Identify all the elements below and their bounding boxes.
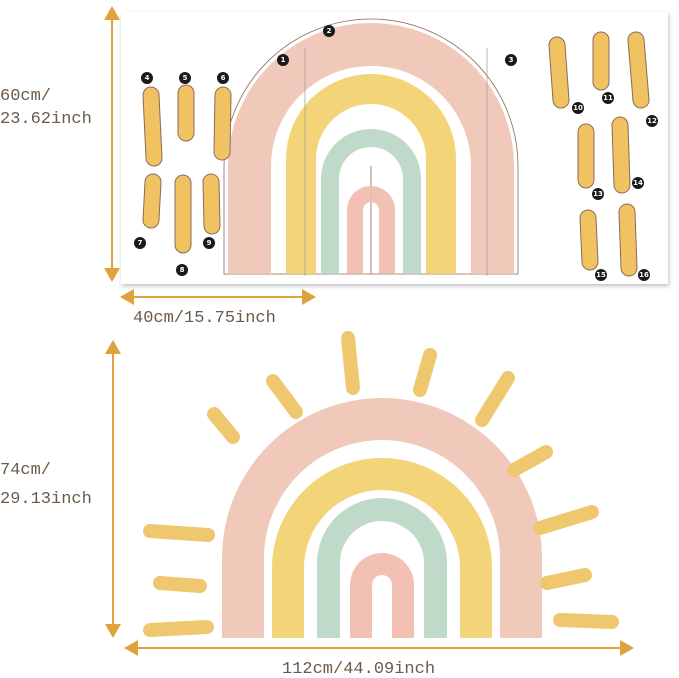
- number-badge: [646, 115, 658, 127]
- strip: [628, 32, 649, 108]
- sun-ray: [553, 613, 619, 629]
- sun-ray: [143, 524, 215, 542]
- number-badge: [203, 237, 215, 249]
- piece-number: 8: [180, 266, 185, 274]
- rainbow-band: [222, 398, 542, 638]
- number-badge: [323, 25, 335, 37]
- strip: [214, 87, 231, 160]
- rainbow-band: [317, 498, 447, 638]
- number-badge: [595, 269, 607, 281]
- number-badge: [179, 72, 191, 84]
- height-label: 29.13inch: [0, 490, 92, 509]
- height-label: 60cm/: [0, 87, 51, 106]
- piece-number: 10: [573, 104, 583, 112]
- strip: [203, 174, 220, 234]
- rainbow-decal: [223, 18, 519, 275]
- sun-ray: [266, 374, 303, 419]
- piece-number: 4: [145, 74, 150, 82]
- piece-number: 16: [639, 271, 649, 279]
- rainbow-band: [228, 23, 514, 274]
- sun-ray: [143, 620, 214, 637]
- piece-number: 13: [593, 190, 603, 198]
- piece-number: 7: [138, 239, 143, 247]
- rainbow-band: [286, 74, 456, 274]
- number-badge: [632, 177, 644, 189]
- number-badge: [277, 54, 289, 66]
- rainbow-band: [272, 458, 492, 638]
- sun-rays: [143, 331, 619, 637]
- sun-ray: [475, 371, 515, 427]
- piece-number: 14: [633, 179, 643, 187]
- piece-number: 12: [647, 117, 657, 125]
- sun-ray: [533, 505, 599, 535]
- piece-number: 15: [596, 271, 606, 279]
- sun-ray: [507, 445, 553, 477]
- piece-number: 11: [603, 94, 613, 102]
- number-badge: [141, 72, 153, 84]
- rainbow-decal: [222, 398, 542, 638]
- sun-ray: [413, 348, 437, 397]
- number-badge: [602, 92, 614, 104]
- strip: [143, 174, 161, 228]
- rainbow-band: [321, 129, 421, 274]
- number-badge: [505, 54, 517, 66]
- piece-number: 3: [509, 56, 514, 64]
- number-badge: [592, 188, 604, 200]
- height-label: 23.62inch: [0, 110, 92, 129]
- width-label: 112cm/44.09inch: [282, 660, 435, 678]
- rainbow-band: [350, 553, 414, 638]
- piece-number: 1: [281, 56, 286, 64]
- strip-decals: [142, 31, 650, 277]
- sun-ray: [153, 576, 207, 593]
- width-label: 40cm/15.75inch: [133, 309, 276, 328]
- piece-number: 5: [183, 74, 188, 82]
- strip: [143, 87, 162, 166]
- strip: [549, 37, 569, 108]
- piece-number: 6: [221, 74, 226, 82]
- strip: [619, 204, 637, 276]
- rainbow-band: [347, 186, 395, 274]
- strip: [580, 210, 598, 270]
- number-badge: [572, 102, 584, 114]
- number-badge: [217, 72, 229, 84]
- sun-ray: [207, 407, 240, 444]
- number-badge: [134, 237, 146, 249]
- number-badge: [638, 269, 650, 281]
- piece-number: 2: [327, 27, 332, 35]
- height-label: 74cm/: [0, 461, 51, 480]
- sun-ray: [540, 568, 592, 590]
- sun-ray: [341, 331, 360, 395]
- piece-number: 9: [207, 239, 212, 247]
- strip: [612, 117, 630, 193]
- number-badge: [176, 264, 188, 276]
- decal-outline: [223, 18, 519, 275]
